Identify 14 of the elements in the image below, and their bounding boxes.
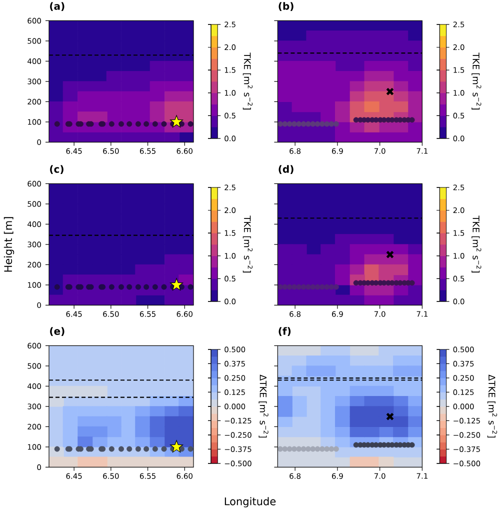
chart-title: (a): [50, 2, 64, 12]
color-bar-title: ΔTKE [m$^{2}$ s$^{−2}$]: [487, 374, 498, 438]
chart-title: (f): [278, 327, 291, 336]
y-axis-title: Height [m]: [4, 217, 14, 272]
x-axis-title: Longitude: [224, 497, 276, 508]
chart-title: (d): [278, 165, 294, 174]
color-bar-title: TKE [m$^{2}$ s$^{−2}$]: [242, 216, 253, 272]
chart-title: (c): [50, 165, 64, 174]
chart-title: (b): [278, 2, 294, 12]
color-bar-title: TKE [m$^{2}$ s$^{−2}$]: [242, 52, 253, 110]
chart-title: (e): [50, 327, 64, 336]
color-bar-title: ΔTKE [m$^{2}$ s$^{−2}$]: [258, 374, 268, 438]
color-bar-title: TKE [m$^{2}$ s$^{−2}$]: [472, 216, 482, 272]
color-bar-title: TKE [m$^{2}$ s$^{−2}$]: [472, 52, 482, 110]
